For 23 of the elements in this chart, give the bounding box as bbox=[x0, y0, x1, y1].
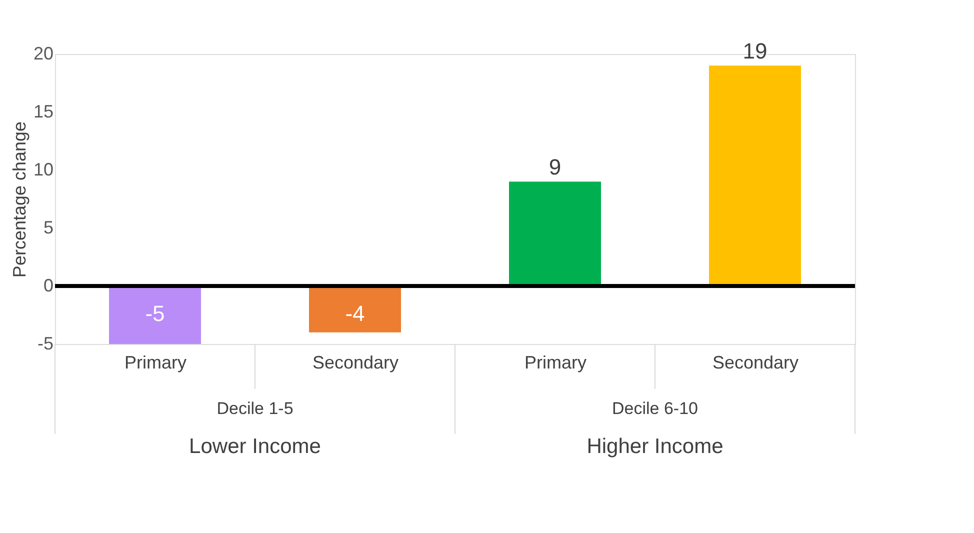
y-tick-label: 20 bbox=[33, 44, 54, 64]
y-tick-label: 5 bbox=[43, 218, 54, 238]
data-label: 19 bbox=[742, 38, 768, 64]
text: Higher Income bbox=[586, 435, 724, 458]
bar bbox=[109, 286, 201, 344]
bar bbox=[509, 182, 601, 286]
x-tick-label: Primary bbox=[524, 352, 586, 372]
data-label: 9 bbox=[548, 154, 562, 180]
bar bbox=[709, 66, 801, 286]
text: Decile 6-10 bbox=[612, 399, 698, 418]
data-label: -5 bbox=[145, 301, 165, 326]
y-tick-label: 15 bbox=[33, 102, 54, 122]
x-tick-label: Primary bbox=[124, 352, 186, 372]
bar bbox=[309, 286, 401, 332]
x-tick-label: Secondary bbox=[712, 352, 799, 372]
x-tick-label: Secondary bbox=[312, 352, 399, 372]
text: Lower Income bbox=[189, 435, 321, 458]
y-tick-label: -5 bbox=[37, 334, 54, 354]
y-tick-label: 10 bbox=[33, 160, 54, 180]
data-label: -4 bbox=[345, 301, 365, 326]
y-axis-title: Percentage change bbox=[9, 121, 30, 278]
y-tick-label: 0 bbox=[43, 276, 54, 296]
text: Decile 1-5 bbox=[216, 399, 294, 418]
